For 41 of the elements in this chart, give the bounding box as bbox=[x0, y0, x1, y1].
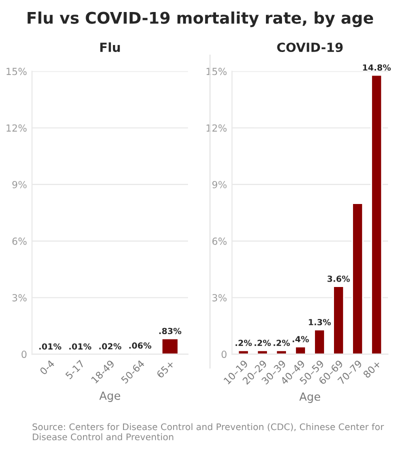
data-label: .4% bbox=[292, 336, 309, 342]
x-tick-label: 0-4 bbox=[39, 360, 55, 376]
bar bbox=[370, 74, 383, 354]
data-label: .83% bbox=[159, 328, 182, 334]
y-tick-label: 15% bbox=[6, 68, 27, 76]
data-label: .2% bbox=[236, 340, 252, 346]
data-label: .2% bbox=[274, 340, 290, 346]
x-tick-label: 65+ bbox=[156, 360, 175, 378]
data-label: .2% bbox=[254, 340, 271, 346]
x-axis-title: Age bbox=[99, 392, 120, 402]
y-tick-label: 9% bbox=[212, 180, 227, 188]
data-label: 14.8% bbox=[363, 64, 391, 71]
bar bbox=[352, 202, 364, 354]
data-label: .02% bbox=[99, 343, 122, 350]
y-tick-label: 6% bbox=[12, 238, 27, 245]
y-tick-label: 3% bbox=[12, 294, 27, 302]
source-note: Source: Centers for Disease Control and Prevention (CDC), Chinese Center for Disease Control and Prevention bbox=[32, 423, 384, 440]
data-label: .06% bbox=[129, 342, 152, 349]
y-tick-label: 9% bbox=[12, 180, 27, 188]
y-tick-label: 0 bbox=[222, 350, 226, 358]
y-tick-label: 3% bbox=[212, 294, 227, 302]
bar bbox=[294, 346, 306, 354]
y-tick-label: 12% bbox=[206, 124, 227, 132]
y-tick-label: 6% bbox=[212, 238, 227, 245]
bar bbox=[276, 350, 288, 354]
y-tick-label: 15% bbox=[206, 68, 227, 76]
data-label: .01% bbox=[69, 343, 92, 350]
chart-subtitle: Flu bbox=[100, 42, 120, 52]
y-tick-label: 12% bbox=[6, 124, 27, 132]
bar bbox=[237, 350, 250, 354]
chart-title: Flu vs COVID-19 mortality rate, by age bbox=[28, 12, 374, 28]
x-axis-title: Age bbox=[299, 392, 320, 403]
data-label: .01% bbox=[39, 343, 62, 350]
x-tick-label: 80+ bbox=[362, 360, 382, 378]
data-label: 3.6% bbox=[328, 276, 350, 282]
chart-subtitle: COVID-19 bbox=[277, 42, 343, 52]
y-tick-label: 0 bbox=[22, 350, 26, 358]
data-label: 1.3% bbox=[308, 318, 331, 326]
bar bbox=[314, 328, 326, 354]
bar bbox=[332, 286, 344, 354]
bar bbox=[256, 350, 268, 354]
